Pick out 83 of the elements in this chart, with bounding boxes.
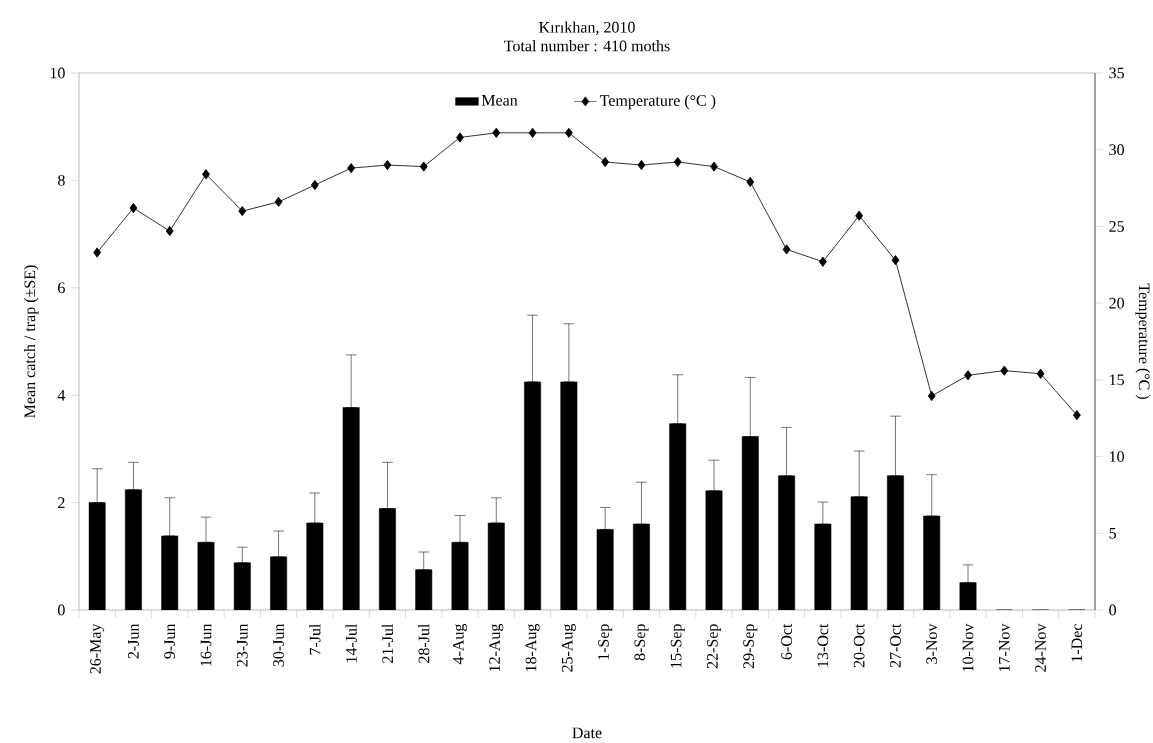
point — [601, 156, 610, 168]
legend-label: Mean — [481, 95, 518, 106]
point — [419, 161, 428, 172]
y-tick-label: 10 — [50, 67, 65, 79]
x-tick-label: 20-Oct — [853, 623, 865, 668]
y2-tick-label: 10 — [1110, 451, 1124, 462]
y2-tick-label: 25 — [1109, 221, 1124, 232]
y2-tick-label: 35 — [1109, 67, 1124, 79]
legend-label: Temperature (°C ) — [599, 94, 716, 110]
point — [383, 159, 392, 171]
x-tick-label: 23-Jun — [236, 623, 248, 667]
point — [347, 163, 356, 174]
x-tick-label: 2-Jun — [128, 623, 139, 659]
x-tick-label: 28-Jul — [418, 623, 430, 663]
point — [1036, 368, 1045, 379]
y2-tick-label: 20 — [1109, 297, 1124, 309]
chart-subtitle: Total number : 410 moths — [504, 40, 670, 52]
point — [165, 225, 174, 237]
y-tick-label: 6 — [58, 282, 65, 294]
point — [202, 169, 210, 180]
point — [528, 127, 537, 138]
x-tick-label: 15-Sep — [670, 624, 685, 668]
point — [456, 132, 464, 143]
y2-axis-title: Temperature (°C ) — [1135, 283, 1151, 399]
point — [129, 202, 138, 214]
point — [818, 256, 827, 267]
y2-tick-label: 30 — [1109, 144, 1124, 156]
x-tick-label: 1-Dec — [1071, 624, 1083, 662]
point — [891, 255, 900, 266]
x-tick-label: 3-Nov — [926, 623, 938, 664]
point — [673, 156, 682, 168]
point — [1072, 410, 1081, 421]
bar — [306, 522, 324, 610]
y-tick-label: 4 — [57, 389, 66, 401]
x-tick-label: 29-Sep — [743, 624, 758, 669]
point — [710, 161, 718, 172]
x-axis-title: Date — [572, 727, 602, 739]
x-tick-label: 9-Jun — [164, 623, 176, 659]
bar — [161, 535, 179, 610]
x-tick-label: 10-Nov — [962, 623, 974, 672]
bar — [633, 523, 650, 610]
point — [927, 390, 936, 402]
x-tick-label: 14-Jul — [345, 623, 357, 663]
x-tick-label: 27-Oct — [890, 623, 901, 668]
point — [238, 206, 247, 217]
y-tick-label: 0 — [58, 604, 65, 616]
bar — [487, 522, 505, 610]
x-tick-label: 18-Aug — [525, 623, 540, 672]
x-tick-label: 26-May — [90, 623, 105, 674]
x-tick-label: 12-Aug — [489, 623, 504, 672]
point — [1000, 365, 1009, 376]
bar — [923, 515, 941, 610]
x-tick-label: 1-Sep — [598, 624, 613, 660]
point — [964, 370, 972, 381]
point — [274, 196, 283, 207]
point — [492, 127, 501, 138]
chart-title: Kırıkhan, 2010 — [539, 21, 635, 35]
bar — [814, 523, 832, 610]
y2-tick-label: 5 — [1109, 527, 1116, 539]
x-tick-label: 17-Nov — [998, 623, 1010, 672]
y2-tick-label: 0 — [1109, 604, 1116, 616]
x-tick-label: 4-Aug — [453, 623, 468, 665]
point — [746, 176, 755, 187]
x-tick-label: 22-Sep — [707, 624, 722, 669]
point — [564, 127, 573, 138]
x-tick-label: 6-Oct — [781, 623, 792, 660]
x-tick-label: 30-Jun — [273, 623, 284, 667]
x-tick-label: 25-Aug — [561, 623, 576, 672]
x-tick-label: 21-Jul — [381, 623, 394, 663]
point — [93, 247, 102, 258]
x-tick-label: 13-Oct — [817, 623, 829, 667]
y-tick-label: 8 — [58, 174, 65, 186]
x-tick-label: 8-Sep — [634, 624, 649, 661]
y-axis-title: Mean catch / trap (±SE) — [23, 265, 39, 418]
point — [855, 210, 864, 221]
point — [310, 179, 319, 191]
x-tick-label: 24-Nov — [1035, 623, 1046, 672]
y-tick-label: 2 — [58, 497, 65, 508]
y2-tick-label: 15 — [1110, 374, 1124, 386]
point — [637, 159, 646, 171]
x-tick-label: 7-Jul — [309, 623, 321, 655]
x-tick-label: 16-Jun — [200, 623, 212, 666]
point — [782, 244, 791, 255]
